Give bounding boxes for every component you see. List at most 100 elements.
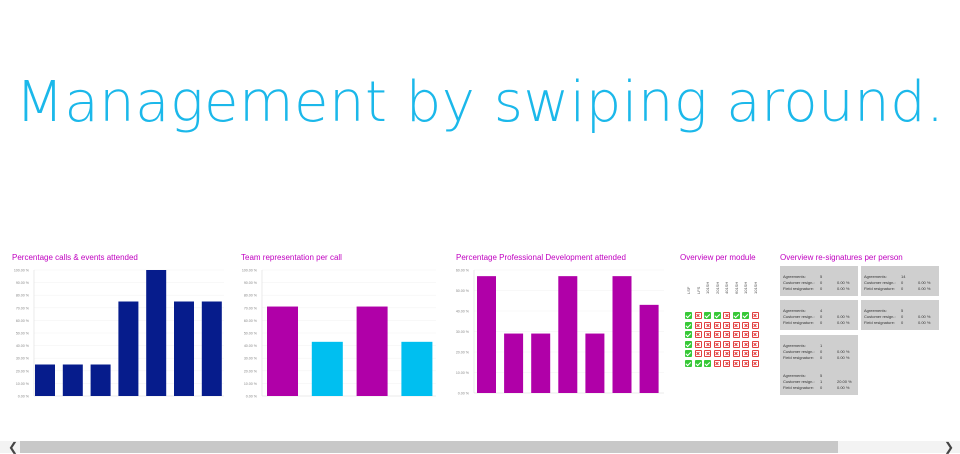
cross-icon[interactable]: [742, 331, 749, 338]
cross-icon[interactable]: [723, 321, 730, 329]
cross-icon[interactable]: [751, 350, 759, 357]
y-tick-label: 60.00 %: [456, 269, 470, 273]
bar[interactable]: [201, 301, 222, 397]
cross-icon[interactable]: [713, 350, 721, 357]
cross-icon[interactable]: [713, 321, 721, 329]
cross-icon[interactable]: [713, 359, 721, 367]
cross-icon[interactable]: [723, 359, 730, 367]
bar[interactable]: [477, 276, 496, 393]
y-tick-label: 50.00 %: [456, 289, 470, 293]
check-icon[interactable]: [713, 312, 721, 319]
calls-events-chart[interactable]: 100.00 % 90.00 % 80.00 % 70.00 % 60.00 % 50.0…: [0, 266, 230, 406]
card-count: 1: [820, 343, 823, 348]
cross-icon[interactable]: [751, 359, 759, 367]
check-icon[interactable]: [694, 359, 702, 367]
check-icon[interactable]: [704, 312, 711, 319]
team-representation-chart[interactable]: 100.00 % 90.00 % 80.00 % 70.00 % 60.00 % 50.0…: [230, 266, 440, 406]
check-icon[interactable]: [685, 359, 692, 367]
resignature-card[interactable]: Agreements: 5 Customer resign.: 0 0.00 % Fiel…: [780, 266, 858, 296]
cross-icon[interactable]: [694, 331, 702, 338]
bar[interactable]: [90, 364, 111, 397]
card-row: Customer resign.: 0 0.00 %: [783, 314, 857, 319]
cross-icon[interactable]: [704, 350, 711, 357]
bar[interactable]: [612, 276, 632, 393]
cross-icon[interactable]: [704, 340, 711, 348]
bar[interactable]: [531, 333, 551, 393]
cross-icon[interactable]: [732, 350, 740, 357]
cross-icon[interactable]: [751, 321, 759, 329]
card-percent: 20.00 %: [837, 379, 852, 384]
check-icon[interactable]: [685, 340, 692, 348]
check-icon[interactable]: [732, 312, 740, 319]
check-icon[interactable]: [742, 312, 749, 319]
bar[interactable]: [311, 341, 343, 396]
cross-icon[interactable]: [751, 312, 759, 319]
card-count: 0: [901, 280, 904, 285]
cross-icon[interactable]: [732, 340, 740, 348]
bar[interactable]: [267, 306, 298, 396]
cross-icon[interactable]: [713, 331, 721, 338]
resignature-card[interactable]: Agreements: 4 Customer resign.: 0 0.00 % Fiel…: [780, 300, 858, 330]
cross-icon[interactable]: [751, 340, 759, 348]
bar[interactable]: [401, 341, 433, 396]
cross-icon[interactable]: [732, 359, 740, 367]
scrollbar-thumb[interactable]: [20, 441, 838, 453]
module-label: 601SH: [733, 281, 739, 294]
cross-icon[interactable]: [694, 340, 702, 348]
card-row: Agreements: 5: [864, 308, 938, 313]
card-row-label: Agreements:: [864, 274, 887, 279]
card-row: Customer resign.: 1 20.00 %: [783, 379, 857, 384]
cross-icon[interactable]: [732, 321, 740, 329]
cross-icon[interactable]: [742, 359, 749, 367]
professional-development-chart[interactable]: 60.00 % 50.00 % 40.00 % 30.00 % 20.00 % 10.00…: [440, 266, 670, 406]
check-icon[interactable]: [685, 312, 692, 319]
check-icon[interactable]: [704, 359, 711, 367]
bar[interactable]: [356, 306, 388, 396]
cross-icon[interactable]: [694, 321, 702, 329]
cross-icon[interactable]: [751, 331, 759, 338]
y-tick-label: 10.00 %: [456, 371, 470, 375]
resignature-card[interactable]: Agreements: 5 Customer resign.: 1 20.00 % Fie…: [780, 365, 858, 395]
card-count: 0: [820, 349, 823, 354]
check-icon[interactable]: [685, 331, 692, 338]
check-icon[interactable]: [685, 350, 692, 357]
bar[interactable]: [558, 276, 578, 393]
resignature-card[interactable]: Agreements: 14 Customer resign.: 0 0.00 % Fie…: [861, 266, 939, 296]
bar[interactable]: [62, 364, 83, 397]
bar[interactable]: [174, 301, 194, 397]
bar[interactable]: [146, 270, 167, 396]
chart-title-team-representation: Team representation per call: [241, 253, 342, 262]
cross-icon[interactable]: [723, 350, 730, 357]
module-status-grid[interactable]: [685, 312, 759, 367]
cross-icon[interactable]: [723, 340, 730, 348]
cross-icon[interactable]: [742, 340, 749, 348]
bar[interactable]: [639, 304, 659, 393]
cross-icon[interactable]: [694, 312, 702, 319]
horizontal-scrollbar[interactable]: ❮ ❯: [0, 441, 960, 453]
bar[interactable]: [504, 333, 524, 393]
card-count: 0: [820, 314, 823, 319]
cross-icon[interactable]: [742, 350, 749, 357]
cross-icon[interactable]: [742, 321, 749, 329]
card-row: Field resignature: 0 0.00 %: [783, 286, 857, 291]
cross-icon[interactable]: [732, 331, 740, 338]
cross-icon[interactable]: [713, 340, 721, 348]
check-icon[interactable]: [685, 321, 692, 329]
cross-icon[interactable]: [704, 331, 711, 338]
card-row: Agreements: 5: [783, 373, 857, 378]
scroll-left-icon[interactable]: ❮: [8, 440, 19, 454]
y-tick-label: 20.00 %: [16, 369, 30, 373]
resignature-card[interactable]: Agreements: 1 Customer resign.: 0 0.00 % Fiel…: [780, 335, 858, 365]
bar[interactable]: [35, 364, 55, 397]
scroll-right-icon[interactable]: ❯: [944, 440, 955, 454]
y-tick-label: 70.00 %: [244, 306, 258, 310]
cross-icon[interactable]: [723, 312, 730, 319]
cross-icon[interactable]: [704, 321, 711, 329]
y-tick-label: 60.00 %: [244, 319, 258, 323]
cross-icon[interactable]: [723, 331, 730, 338]
card-percent: 0.00 %: [837, 314, 850, 319]
bar[interactable]: [118, 301, 139, 397]
resignature-card[interactable]: Agreements: 5 Customer resign.: 0 0.00 % Fiel…: [861, 300, 939, 330]
bar[interactable]: [585, 333, 605, 393]
cross-icon[interactable]: [694, 350, 702, 357]
